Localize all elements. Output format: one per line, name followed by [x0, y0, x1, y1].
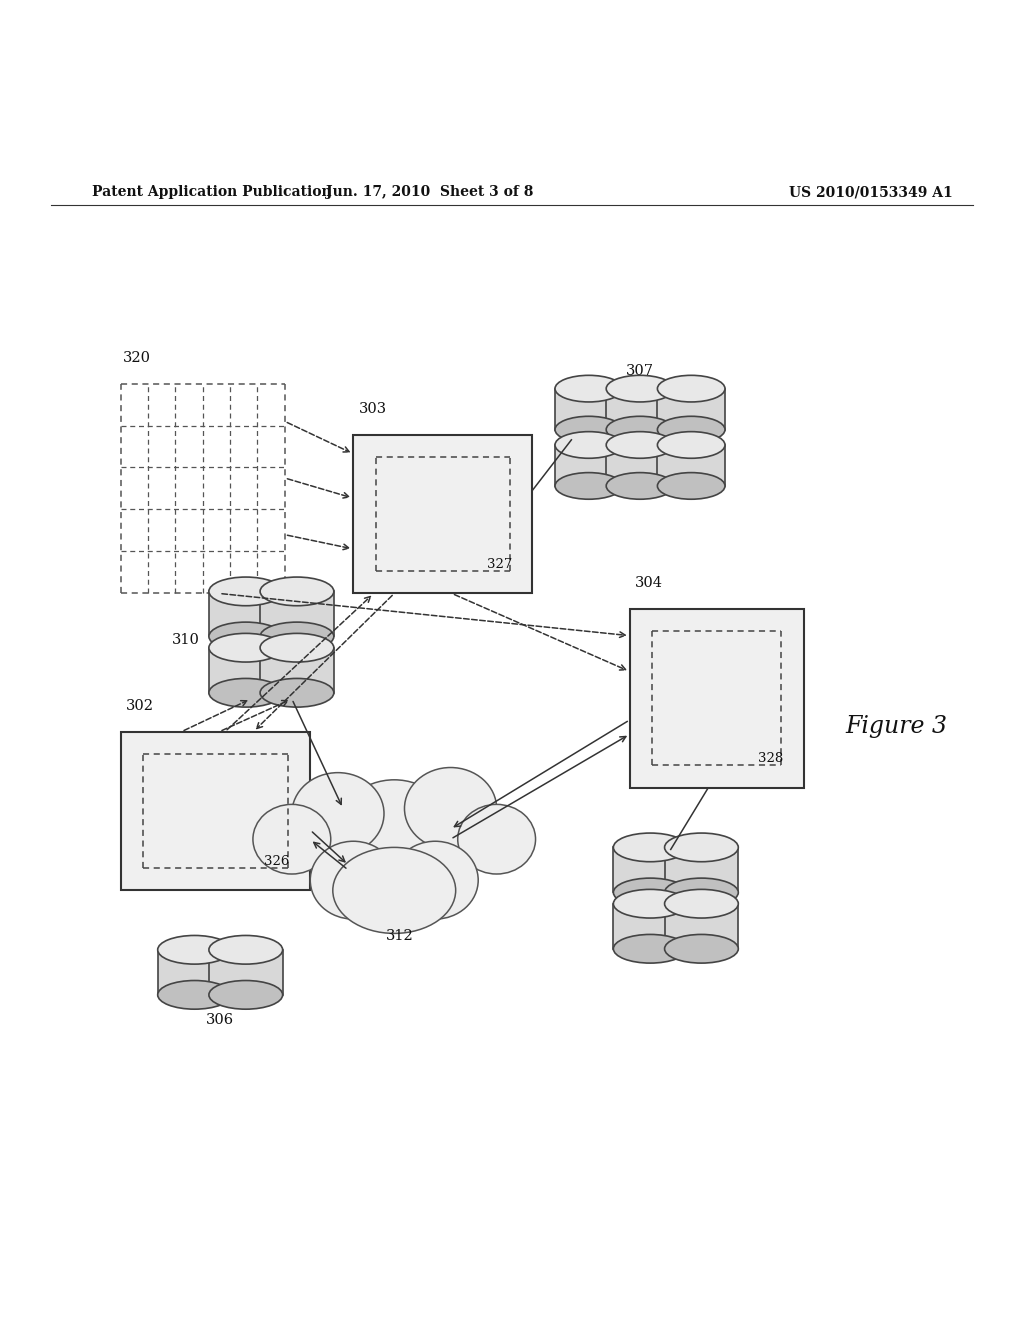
- Ellipse shape: [613, 878, 687, 907]
- Bar: [353, 434, 532, 594]
- Bar: [209, 648, 283, 693]
- Ellipse shape: [209, 622, 283, 651]
- Ellipse shape: [292, 772, 384, 854]
- Ellipse shape: [333, 847, 456, 933]
- Bar: [260, 648, 334, 693]
- Ellipse shape: [665, 935, 738, 964]
- Ellipse shape: [613, 833, 687, 862]
- Ellipse shape: [209, 577, 283, 606]
- Ellipse shape: [209, 634, 283, 663]
- Ellipse shape: [209, 678, 283, 708]
- Ellipse shape: [613, 935, 687, 964]
- Ellipse shape: [665, 833, 738, 862]
- Bar: [613, 847, 687, 892]
- Ellipse shape: [260, 622, 334, 651]
- Bar: [158, 950, 231, 995]
- Ellipse shape: [260, 577, 334, 606]
- Ellipse shape: [404, 767, 497, 850]
- Ellipse shape: [665, 890, 738, 917]
- Text: 302: 302: [126, 700, 154, 713]
- Ellipse shape: [665, 878, 738, 907]
- Ellipse shape: [657, 473, 725, 499]
- Ellipse shape: [606, 416, 674, 444]
- Ellipse shape: [657, 416, 725, 444]
- Ellipse shape: [310, 841, 396, 919]
- Ellipse shape: [606, 432, 674, 458]
- Bar: [657, 388, 725, 429]
- Ellipse shape: [158, 936, 231, 964]
- Bar: [657, 445, 725, 486]
- Text: 306: 306: [206, 1014, 234, 1027]
- Text: 328: 328: [758, 752, 783, 766]
- Ellipse shape: [260, 678, 334, 708]
- Text: 304: 304: [635, 577, 663, 590]
- Ellipse shape: [657, 432, 725, 458]
- Ellipse shape: [657, 375, 725, 403]
- Bar: [613, 904, 687, 949]
- Ellipse shape: [209, 981, 283, 1010]
- Text: 312: 312: [385, 929, 414, 944]
- Ellipse shape: [253, 804, 331, 874]
- Bar: [555, 445, 623, 486]
- Bar: [555, 388, 623, 429]
- Ellipse shape: [555, 473, 623, 499]
- Ellipse shape: [613, 890, 687, 917]
- Bar: [606, 388, 674, 429]
- Bar: [630, 609, 804, 788]
- Bar: [121, 731, 310, 891]
- Ellipse shape: [606, 375, 674, 403]
- Text: 310: 310: [172, 632, 200, 647]
- Ellipse shape: [458, 804, 536, 874]
- Text: US 2010/0153349 A1: US 2010/0153349 A1: [788, 185, 952, 199]
- Text: Figure 3: Figure 3: [845, 715, 947, 738]
- Ellipse shape: [555, 432, 623, 458]
- Bar: [606, 445, 674, 486]
- Ellipse shape: [606, 473, 674, 499]
- Bar: [665, 904, 738, 949]
- Ellipse shape: [338, 780, 451, 878]
- Ellipse shape: [260, 634, 334, 663]
- Text: Patent Application Publication: Patent Application Publication: [92, 185, 332, 199]
- Text: Jun. 17, 2010  Sheet 3 of 8: Jun. 17, 2010 Sheet 3 of 8: [327, 185, 534, 199]
- Text: 307: 307: [626, 364, 654, 379]
- Ellipse shape: [555, 416, 623, 444]
- Text: 303: 303: [358, 403, 386, 416]
- Bar: [260, 591, 334, 636]
- Text: 308: 308: [662, 888, 690, 903]
- Ellipse shape: [209, 936, 283, 964]
- Bar: [209, 950, 283, 995]
- Text: 327: 327: [486, 558, 512, 572]
- Bar: [209, 591, 283, 636]
- Ellipse shape: [158, 981, 231, 1010]
- Ellipse shape: [555, 375, 623, 403]
- Text: 326: 326: [264, 855, 290, 867]
- Ellipse shape: [392, 841, 478, 919]
- Text: 320: 320: [123, 351, 151, 366]
- Bar: [665, 847, 738, 892]
